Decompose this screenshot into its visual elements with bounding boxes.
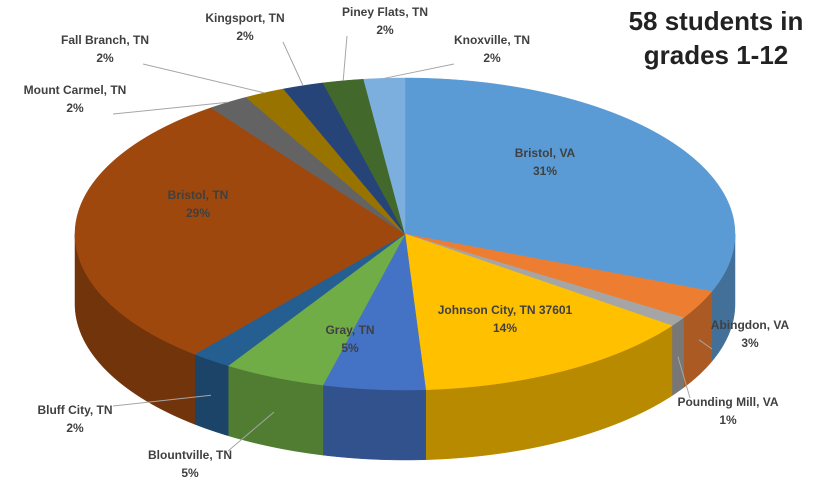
- slice-side: [671, 317, 684, 397]
- chart-title: 58 students in grades 1-12: [628, 6, 804, 70]
- slice: [404, 233, 713, 318]
- slice-label: Blountville, TN: [148, 448, 232, 462]
- slice: [404, 233, 673, 390]
- slice-value-label: 2%: [96, 51, 114, 65]
- leader-line: [282, 41, 304, 86]
- slice-value-label: 29%: [186, 206, 210, 220]
- slice: [283, 82, 406, 235]
- leader-line: [698, 339, 713, 350]
- slice: [227, 233, 406, 386]
- slice-label: Bristol, TN: [168, 188, 229, 202]
- slice-label: Pounding Mill, VA: [677, 395, 778, 409]
- slice-side: [322, 384, 426, 461]
- slice: [363, 77, 406, 235]
- slice-label: Abingdon, VA: [711, 318, 790, 332]
- slice-value-label: 2%: [236, 29, 254, 43]
- slice-label: Johnson City, TN 37601: [438, 303, 573, 317]
- slice-label: Fall Branch, TN: [61, 33, 149, 47]
- slice-value-label: 31%: [533, 164, 557, 178]
- leader-line: [112, 101, 229, 115]
- slice: [245, 88, 406, 235]
- slice: [404, 77, 736, 292]
- slice-value-label: 2%: [376, 23, 394, 37]
- leader-line: [384, 63, 455, 79]
- slice: [322, 78, 406, 235]
- leader-line: [112, 394, 212, 407]
- slice-value-label: 2%: [66, 421, 84, 435]
- leader-line: [142, 63, 265, 94]
- slice-side: [194, 353, 229, 437]
- slice-label: Knoxville, TN: [454, 33, 530, 47]
- slice-label: Bristol, VA: [515, 146, 576, 160]
- slice-value-label: 1%: [719, 413, 737, 427]
- slice-label: Gray, TN: [325, 323, 374, 337]
- leader-line: [227, 411, 275, 452]
- slice-value-label: 3%: [741, 336, 759, 350]
- leader-line: [677, 356, 691, 399]
- slice-value-label: 14%: [493, 321, 517, 335]
- slice-label: Mount Carmel, TN: [24, 83, 127, 97]
- slice: [74, 107, 406, 355]
- slice-label: Kingsport, TN: [205, 11, 284, 25]
- slice-value-label: 2%: [483, 51, 501, 65]
- slice: [194, 233, 406, 366]
- slice: [210, 97, 406, 235]
- slice-value-label: 5%: [341, 341, 359, 355]
- leader-line: [342, 35, 348, 81]
- slice-value-label: 5%: [181, 466, 199, 480]
- slice-label: Bluff City, TN: [37, 403, 112, 417]
- slice-value-label: 2%: [66, 101, 84, 115]
- slice-label: Piney Flats, TN: [342, 5, 428, 19]
- slice: [322, 233, 427, 391]
